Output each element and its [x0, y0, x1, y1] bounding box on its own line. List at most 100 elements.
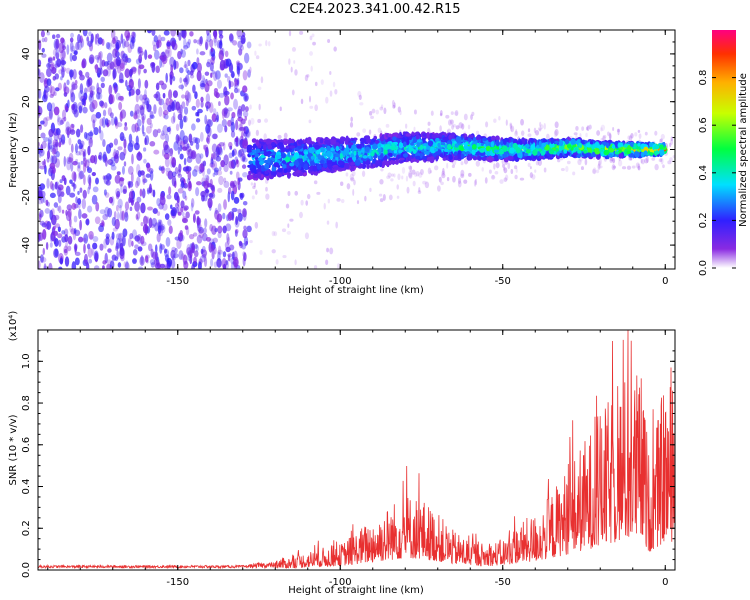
noise-blob: [191, 264, 195, 269]
noise-blob: [160, 133, 166, 140]
snr-ylabel: SNR (10 * v/v): [8, 414, 19, 485]
ridge-blob: [287, 151, 291, 158]
noise-blob: [446, 162, 449, 169]
ridge-blob: [362, 155, 368, 159]
ridge-blob: [375, 160, 381, 167]
noise-blob: [546, 133, 550, 141]
noise-blob: [427, 127, 431, 134]
noise-blob: [300, 199, 304, 206]
noise-blob: [67, 157, 74, 163]
noise-blob: [177, 187, 184, 194]
ridge-blob: [288, 172, 292, 177]
noise-blob: [71, 202, 77, 210]
noise-blob: [171, 40, 176, 48]
noise-blob: [81, 198, 87, 210]
noise-blob: [214, 228, 218, 233]
ridge-blob: [416, 139, 422, 143]
noise-blob: [47, 58, 51, 68]
noise-blob: [379, 179, 384, 185]
ridge-blob: [387, 133, 393, 138]
noise-blob: [181, 83, 184, 91]
noise-blob: [586, 125, 590, 132]
noise-blob: [95, 177, 99, 185]
noise-blob: [171, 157, 177, 168]
ridge-blob: [286, 164, 290, 169]
noise-blob: [115, 149, 120, 157]
ridge-blob: [277, 141, 284, 148]
noise-blob: [70, 161, 74, 172]
ridge-blob: [326, 145, 331, 152]
noise-blob: [176, 195, 180, 204]
ridge-blob: [293, 159, 300, 166]
noise-blob: [535, 160, 539, 166]
noise-blob: [158, 226, 164, 237]
noise-blob: [74, 143, 79, 154]
noise-blob: [65, 185, 71, 196]
ridge-blob: [298, 154, 303, 159]
noise-blob: [196, 39, 202, 45]
noise-blob: [221, 258, 227, 269]
ridge-blob: [633, 143, 637, 150]
noise-blob: [299, 30, 304, 35]
noise-blob: [196, 217, 202, 225]
noise-blob: [607, 131, 610, 136]
noise-blob: [85, 71, 90, 78]
noise-blob: [640, 158, 645, 165]
noise-blob: [189, 31, 194, 37]
noise-blob: [159, 263, 166, 269]
noise-blob: [364, 195, 367, 202]
noise-blob: [144, 135, 150, 146]
noise-blob: [222, 141, 226, 151]
noise-blob: [91, 247, 95, 256]
noise-blob: [533, 127, 537, 134]
noise-blob: [78, 208, 82, 220]
noise-blob: [383, 107, 387, 115]
noise-blob: [87, 174, 92, 185]
noise-blob: [581, 126, 585, 131]
noise-blob: [116, 122, 123, 128]
noise-blob: [205, 93, 211, 104]
noise-blob: [241, 38, 246, 44]
noise-blob: [230, 92, 234, 100]
noise-blob: [219, 59, 226, 71]
noise-blob: [195, 98, 200, 109]
ridge-blob: [410, 142, 414, 146]
noise-blob: [73, 215, 78, 223]
ridge-blob: [264, 163, 270, 169]
noise-blob: [539, 121, 542, 128]
noise-blob: [460, 161, 464, 166]
ridge-blob: [347, 142, 354, 146]
noise-blob: [147, 206, 153, 211]
noise-blob: [265, 39, 268, 47]
noise-blob: [60, 37, 65, 44]
ridge-blob: [487, 155, 493, 163]
ridge-blob: [435, 155, 439, 162]
ridge-blob: [292, 167, 298, 171]
noise-blob: [527, 162, 531, 168]
noise-blob: [115, 41, 120, 51]
noise-blob: [199, 153, 204, 159]
noise-blob: [189, 249, 193, 259]
ridge-blob: [383, 149, 388, 155]
noise-blob: [129, 232, 134, 240]
noise-blob: [134, 235, 141, 242]
noise-blob: [95, 111, 102, 119]
noise-blob: [311, 33, 315, 38]
noise-blob: [198, 169, 203, 175]
noise-blob: [211, 133, 218, 140]
noise-blob: [54, 214, 60, 221]
noise-blob: [177, 169, 181, 176]
noise-blob: [157, 34, 162, 44]
noise-blob: [91, 99, 98, 110]
y-tick-label: 0: [21, 146, 32, 152]
noise-blob: [83, 174, 86, 186]
noise-blob: [418, 187, 421, 193]
noise-blob: [196, 62, 202, 73]
noise-blob: [203, 144, 206, 150]
x-tick-label: -150: [166, 577, 189, 588]
noise-blob: [216, 258, 222, 268]
noise-blob: [209, 38, 214, 48]
noise-blob: [146, 163, 151, 173]
ridge-blob: [459, 145, 464, 152]
noise-blob: [91, 194, 98, 205]
